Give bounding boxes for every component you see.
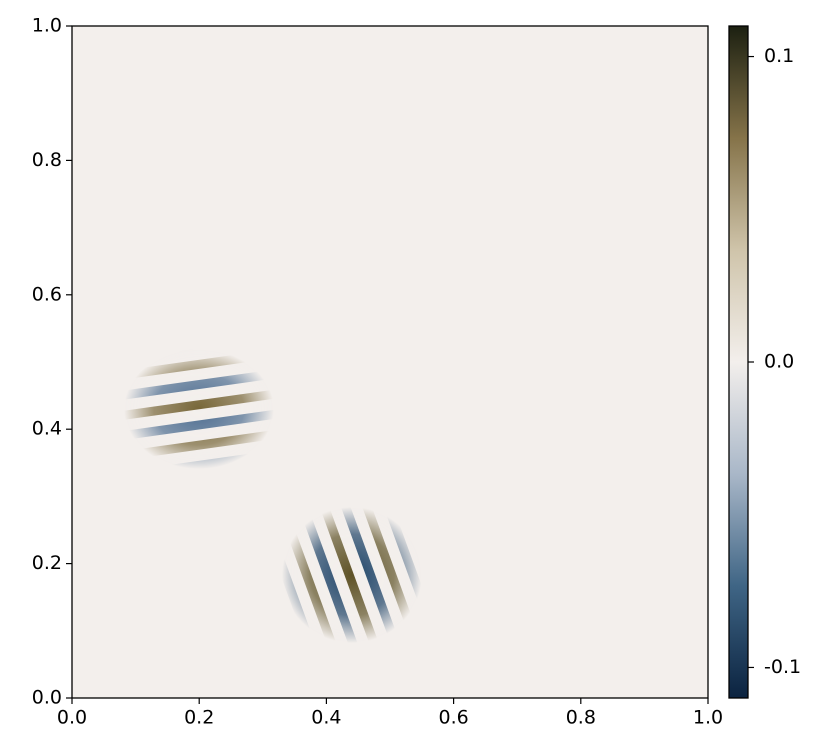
y-tick-label: 1.0 bbox=[32, 15, 62, 37]
y-tick-label: 0.6 bbox=[32, 283, 62, 305]
x-tick-label: 1.0 bbox=[693, 707, 723, 729]
colorbar-tick-label: 0.1 bbox=[764, 45, 794, 67]
colorbar bbox=[728, 25, 749, 699]
y-tick-label: 0.2 bbox=[32, 552, 62, 574]
y-tick-label: 0.4 bbox=[32, 418, 62, 440]
x-tick-label: 0.0 bbox=[57, 707, 87, 729]
wave-packet bbox=[280, 500, 425, 650]
x-tick-label: 0.6 bbox=[438, 707, 468, 729]
y-tick-label: 0.8 bbox=[32, 149, 62, 171]
colorbar-tick-label: 0.0 bbox=[764, 351, 794, 373]
y-tick-label: 0.0 bbox=[32, 687, 62, 709]
x-tick-label: 0.2 bbox=[184, 707, 214, 729]
x-tick-label: 0.4 bbox=[311, 707, 341, 729]
axes-frame bbox=[71, 25, 709, 699]
colorbar-tick-label: -0.1 bbox=[764, 656, 801, 678]
x-tick-label: 0.8 bbox=[566, 707, 596, 729]
wave-packet bbox=[120, 345, 280, 480]
